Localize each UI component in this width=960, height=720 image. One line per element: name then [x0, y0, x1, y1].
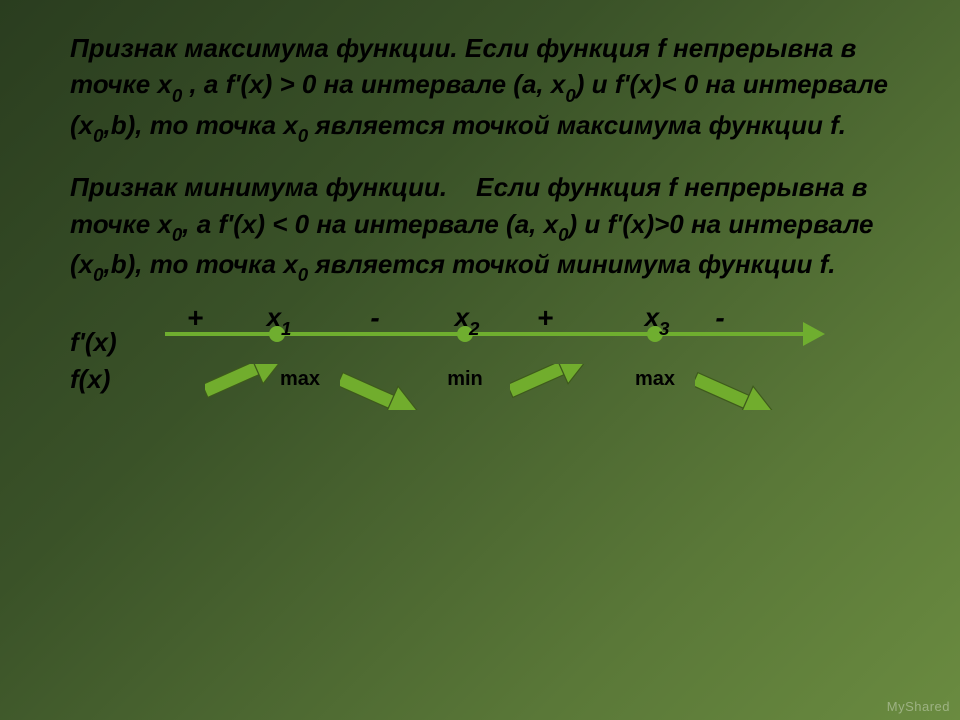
p2-s3: 0	[93, 264, 103, 285]
sign-mark: +	[187, 302, 203, 334]
critical-point-label: x1	[267, 302, 292, 337]
p2-s2: 0	[558, 224, 568, 245]
p2-s4: 0	[298, 264, 308, 285]
extremum-label: max	[280, 368, 320, 391]
p1-s1: 0	[172, 85, 182, 106]
p1-b2: , а f'(x) > 0 на интервале (a, x	[182, 69, 565, 99]
para1-title: Признак максимума функции.	[70, 33, 458, 63]
slide: Признак максимума функции. Если функция …	[0, 0, 960, 720]
arrow-up-icon	[510, 364, 600, 410]
p2-b2: , а f'(x) < 0 на интервале (a, x	[182, 209, 558, 239]
sign-mark: +	[537, 302, 553, 334]
sign-mark: -	[370, 302, 379, 334]
arrow-down-icon	[695, 364, 785, 410]
number-line-svg-area: +-+-x1x2x3	[165, 308, 825, 358]
fprime-label: f'(x)	[70, 327, 165, 358]
p1-s2: 0	[565, 85, 575, 106]
critical-point-label: x2	[455, 302, 480, 337]
number-line-axis	[165, 332, 805, 336]
critical-point-label: x3	[645, 302, 670, 337]
sign-mark: -	[715, 302, 724, 334]
p2-b4: ,b), то точка x	[104, 249, 298, 279]
p1-s3: 0	[93, 125, 103, 146]
p2-b5: является точкой минимума функции f.	[308, 249, 835, 279]
behavior-area: max min max	[165, 364, 825, 404]
arrow-down-icon	[340, 364, 430, 410]
p1-b4: ,b), то точка x	[104, 110, 298, 140]
p1-b5: является точкой максимума функции f.	[308, 110, 846, 140]
p1-s4: 0	[298, 125, 308, 146]
f-label: f(x)	[70, 364, 165, 395]
function-behavior-line: f(x) max min max	[70, 364, 900, 404]
number-line-arrowhead	[803, 322, 825, 346]
p2-s1: 0	[172, 224, 182, 245]
paragraph-minimum: Признак минимума функции. Если функция f…	[70, 169, 900, 286]
derivative-sign-line: f'(x) +-+-x1x2x3	[70, 308, 900, 358]
paragraph-maximum: Признак максимума функции. Если функция …	[70, 30, 900, 147]
extremum-label: max	[635, 368, 675, 391]
extremum-label: min	[447, 368, 483, 391]
watermark: MyShared	[887, 699, 950, 714]
para2-title: Признак минимума функции.	[70, 172, 469, 202]
